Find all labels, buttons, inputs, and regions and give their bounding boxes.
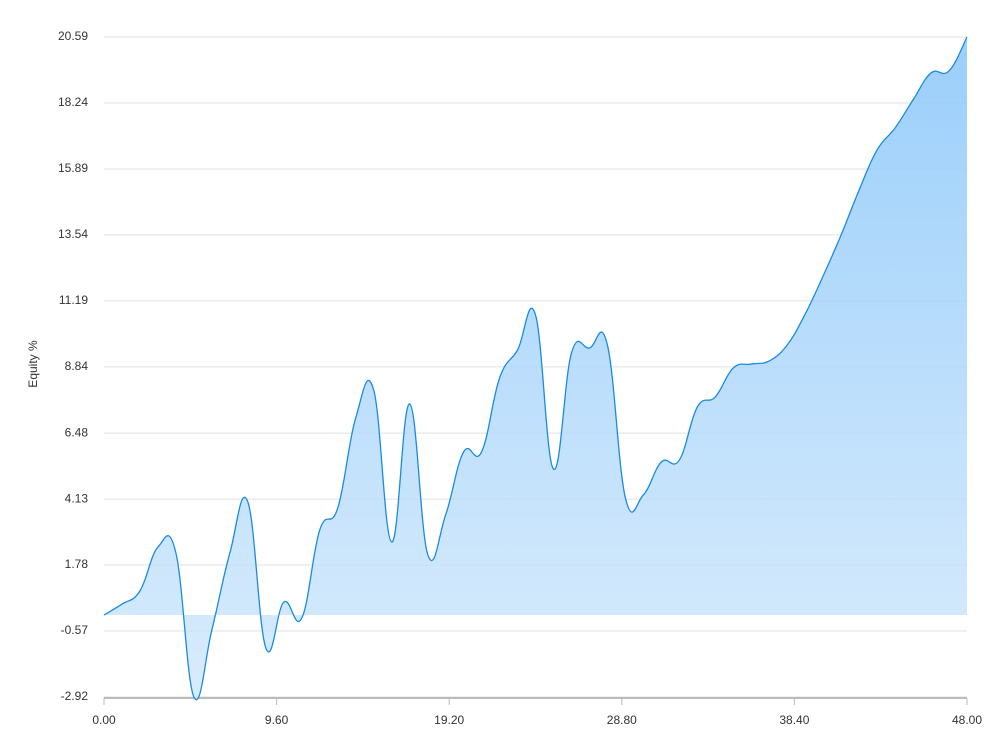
- y-tick-label: 13.54: [58, 227, 88, 241]
- x-tick-label: 9.60: [265, 713, 289, 727]
- line: [103, 36, 968, 701]
- y-tick-label: -2.92: [61, 689, 89, 703]
- x-tick-label: 48.00: [952, 713, 982, 727]
- y-tick-label: 6.48: [65, 425, 89, 439]
- y-tick-label: 11.19: [59, 293, 88, 307]
- y-tick-label: -0.57: [61, 623, 89, 637]
- y-tick-label: 8.84: [65, 359, 89, 373]
- x-tick-label: 38.40: [779, 713, 809, 727]
- x-tick-label: 28.80: [607, 713, 637, 727]
- y-axis-label: Equity %: [26, 340, 40, 388]
- x-tick-label: 19.20: [434, 713, 464, 727]
- y-tick-label: 15.89: [58, 161, 88, 175]
- x-tick-label: 0.00: [92, 713, 116, 727]
- y-tick-label: 1.78: [65, 557, 89, 571]
- y-tick-label: 20.59: [58, 29, 88, 43]
- y-tick-label: 4.13: [65, 491, 89, 505]
- y-tick-label: 18.24: [58, 95, 88, 109]
- area-fill: [104, 37, 967, 700]
